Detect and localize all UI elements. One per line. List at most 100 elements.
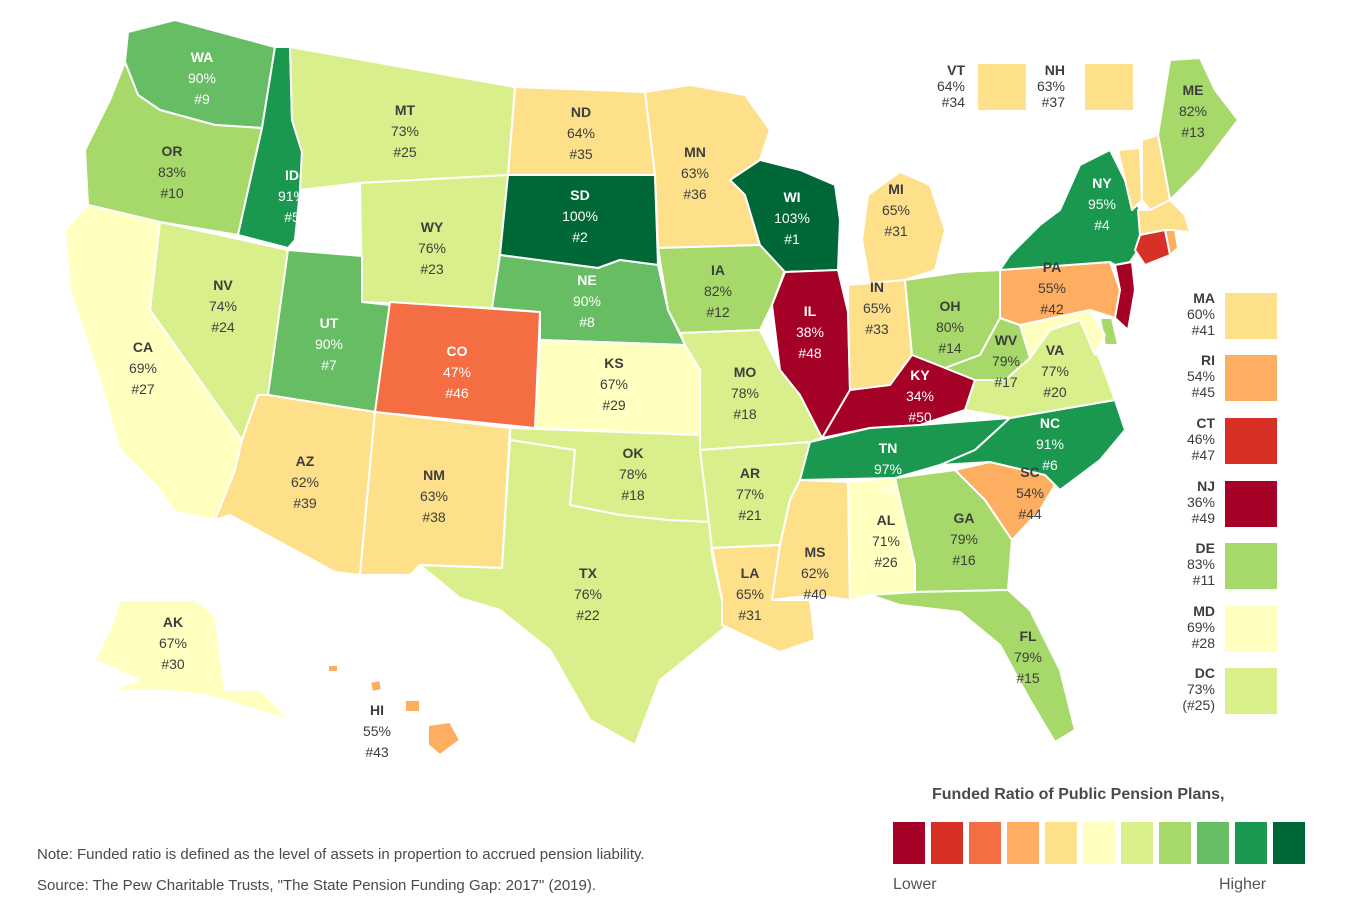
state-rank: #40 bbox=[803, 586, 827, 602]
legend-rank: #45 bbox=[1191, 384, 1215, 400]
legend-abbr: NJ bbox=[1197, 478, 1215, 494]
state-label-tn: TN 97% #3 bbox=[874, 440, 902, 498]
note-text: Note: Funded ratio is defined as the lev… bbox=[37, 846, 645, 863]
state-rank: #31 bbox=[884, 223, 908, 239]
state-abbr: AZ bbox=[296, 453, 315, 469]
state-label-oh: OH 80% #14 bbox=[936, 298, 964, 356]
scale-higher-label: Higher bbox=[1219, 876, 1267, 893]
state-label-ok: OK 78% #18 bbox=[619, 445, 647, 503]
state-label-ut: UT 90% #7 bbox=[315, 315, 343, 373]
state-pct: 55% bbox=[363, 723, 391, 739]
state-label-nv: NV 74% #24 bbox=[209, 277, 237, 335]
state-fl[interactable] bbox=[869, 589, 1076, 743]
state-label-wv: WV 79% #17 bbox=[992, 332, 1020, 390]
state-hi[interactable] bbox=[327, 664, 461, 756]
state-label-mi: MI 65% #31 bbox=[882, 181, 910, 239]
state-abbr: IL bbox=[804, 303, 817, 319]
state-rank: #20 bbox=[1043, 384, 1067, 400]
state-label-me: ME 82% #13 bbox=[1179, 82, 1207, 140]
legend-pct: 46% bbox=[1186, 431, 1215, 447]
state-abbr: IN bbox=[870, 279, 884, 295]
state-rank: #35 bbox=[569, 146, 593, 162]
legend-label-ri: RI 54% #45 bbox=[1155, 352, 1215, 400]
state-pct: 97% bbox=[874, 461, 902, 477]
state-ct[interactable] bbox=[1134, 229, 1171, 266]
state-abbr: OR bbox=[162, 143, 183, 159]
state-rank: #27 bbox=[131, 381, 155, 397]
inset-rank: #37 bbox=[1041, 94, 1065, 110]
state-wi[interactable] bbox=[729, 159, 841, 273]
state-abbr: TX bbox=[579, 565, 598, 581]
legend-label-ct: CT 46% #47 bbox=[1155, 415, 1215, 463]
state-abbr: CA bbox=[133, 339, 153, 355]
scale-swatch-4 bbox=[1007, 822, 1039, 864]
state-mi[interactable] bbox=[861, 171, 946, 286]
state-abbr: NM bbox=[423, 467, 445, 483]
legend-swatch-de bbox=[1225, 543, 1277, 589]
state-md[interactable] bbox=[1019, 309, 1106, 359]
state-pct: 90% bbox=[315, 336, 343, 352]
legend-swatch-dc bbox=[1225, 668, 1277, 714]
state-pct: 63% bbox=[420, 488, 448, 504]
state-pct: 79% bbox=[950, 531, 978, 547]
legend-swatch-nj bbox=[1225, 481, 1277, 527]
state-pct: 67% bbox=[159, 635, 187, 651]
state-label-ca: CA 69% #27 bbox=[129, 339, 157, 397]
state-label-hi: HI 55% #43 bbox=[363, 702, 391, 760]
state-rank: #25 bbox=[393, 144, 417, 160]
legend-rank: #28 bbox=[1191, 635, 1215, 651]
state-nc[interactable] bbox=[939, 399, 1126, 491]
state-rank: #44 bbox=[1018, 506, 1042, 522]
state-abbr: KS bbox=[604, 355, 623, 371]
state-ak[interactable] bbox=[94, 599, 291, 721]
state-pct: 76% bbox=[574, 586, 602, 602]
state-abbr: MS bbox=[805, 544, 826, 560]
state-pct: 65% bbox=[736, 586, 764, 602]
legend-rank: #41 bbox=[1191, 322, 1215, 338]
scale-swatch-3 bbox=[969, 822, 1001, 864]
state-label-ky: KY 34% #50 bbox=[906, 367, 934, 425]
legend-rank: #49 bbox=[1191, 510, 1215, 526]
state-label-ny: NY 95% #4 bbox=[1088, 175, 1116, 233]
state-nj[interactable] bbox=[1114, 261, 1136, 331]
state-abbr: MO bbox=[734, 364, 757, 380]
state-rank: #24 bbox=[211, 319, 235, 335]
state-abbr: HI bbox=[370, 702, 384, 718]
scale-lower-label: Lower bbox=[893, 876, 937, 893]
inset-abbr: VT bbox=[947, 62, 965, 78]
state-label-or: OR 83% #10 bbox=[158, 143, 186, 201]
state-rank: #12 bbox=[706, 304, 730, 320]
state-pct: 79% bbox=[1014, 649, 1042, 665]
state-mt[interactable] bbox=[289, 46, 516, 191]
state-abbr: MN bbox=[684, 144, 706, 160]
state-pct: 65% bbox=[863, 300, 891, 316]
state-abbr: AL bbox=[877, 512, 896, 528]
state-rank: #9 bbox=[194, 91, 210, 107]
state-pct: 77% bbox=[736, 486, 764, 502]
state-rank: #22 bbox=[576, 607, 600, 623]
state-label-tx: TX 76% #22 bbox=[574, 565, 602, 623]
state-abbr: NY bbox=[1092, 175, 1112, 191]
state-abbr: KY bbox=[910, 367, 930, 383]
state-pct: 77% bbox=[1041, 363, 1069, 379]
state-abbr: CO bbox=[447, 343, 468, 359]
legend-rank: (#25) bbox=[1182, 697, 1215, 713]
state-rank: #4 bbox=[1094, 217, 1110, 233]
state-label-wy: WY 76% #23 bbox=[418, 219, 446, 277]
scale-swatch-7 bbox=[1121, 822, 1153, 864]
state-tx[interactable] bbox=[419, 439, 729, 746]
scale-swatch-5 bbox=[1045, 822, 1077, 864]
state-rank: #2 bbox=[572, 229, 588, 245]
state-pct: 78% bbox=[731, 385, 759, 401]
state-pct: 76% bbox=[418, 240, 446, 256]
state-abbr: WV bbox=[995, 332, 1018, 348]
color-scale bbox=[893, 822, 1305, 864]
state-abbr: WY bbox=[421, 219, 444, 235]
state-pct: 82% bbox=[1179, 103, 1207, 119]
state-abbr: FL bbox=[1019, 628, 1037, 644]
legend-abbr: DC bbox=[1194, 665, 1215, 681]
state-me[interactable] bbox=[1157, 57, 1239, 201]
state-abbr: PA bbox=[1043, 259, 1061, 275]
inset-pct: 63% bbox=[1036, 78, 1065, 94]
state-rank: #14 bbox=[938, 340, 962, 356]
